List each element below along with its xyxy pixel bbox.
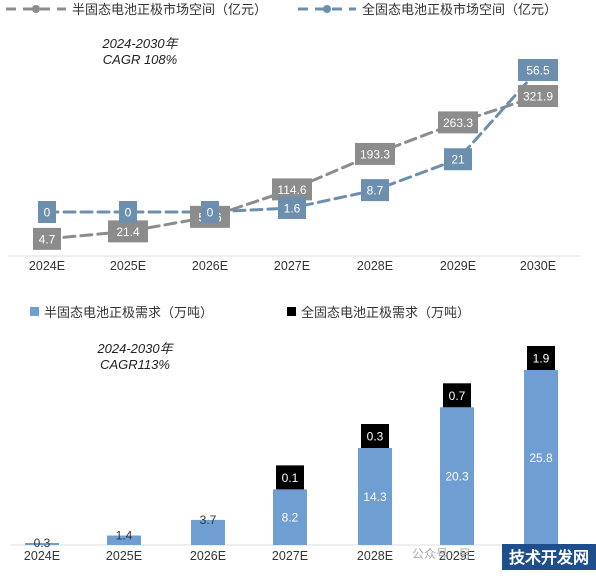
semi-demand-bar-2029E (440, 407, 474, 545)
x-tick-2028E: 2028E (357, 549, 393, 563)
all-market-value-2029E: 21 (451, 153, 465, 167)
x-tick-2030E: 2030E (520, 259, 556, 273)
all-market-label-box-2027E (278, 196, 306, 219)
all-market-value-2024E: 0 (44, 206, 51, 220)
legend-all-demand: 全固态电池正极需求（万吨） (287, 305, 470, 320)
all-market-label-box-2024E (38, 201, 56, 223)
watermark-brand-text: 技术开发网 (509, 548, 589, 567)
watermark-text: 公众号 · 另 (412, 547, 471, 561)
semi-market-label-box-2030E (518, 85, 558, 107)
x-tick-2026E: 2026E (190, 549, 226, 563)
semi-demand-bar-2026E (191, 519, 225, 545)
semi-market-value-2024E: 4.7 (39, 232, 56, 246)
watermark-brand-badge (502, 544, 596, 570)
all-demand-bar-2030E (527, 346, 555, 370)
x-tick-2027E: 2027E (272, 549, 308, 563)
legend-all-market-label: 全固态电池正极市场空间（亿元） (362, 2, 557, 17)
all-demand-value-2030E: 1.9 (533, 352, 550, 366)
cagr-annotation-line1: 2024-2030年 (96, 341, 174, 356)
semi-demand-bar-2024E (25, 542, 59, 545)
all-market-value-2025E: 0 (125, 206, 132, 220)
all-market-value-2026E: 0 (207, 206, 214, 220)
semi-market-label-box-2029E (438, 111, 478, 134)
all-demand-value-2029E: 0.7 (449, 389, 466, 403)
x-tick-2024E: 2024E (24, 549, 60, 563)
semi-demand-value-2024E: 0.3 (34, 536, 51, 550)
legend-semi-market: 半固态电池正极市场空间（亿元） (6, 2, 267, 17)
all-market-label-box-2026E (201, 201, 219, 223)
x-tick-2025E: 2025E (106, 549, 142, 563)
legend-semi-demand: 半固态电池正极需求（万吨） (30, 305, 213, 320)
all-market-value-2030E: 56.5 (526, 64, 550, 78)
all-market-label-box-2029E (444, 148, 472, 171)
semi-demand-bar-2028E (358, 448, 392, 545)
semi-demand-bar-2030E (524, 370, 558, 545)
x-tick-2028E: 2028E (357, 259, 393, 273)
all-demand-bar-2027E (276, 465, 304, 490)
legend-all-demand-label: 全固态电池正极需求（万吨） (301, 305, 470, 320)
all-market-label-box-2028E (361, 179, 389, 202)
all-market-label-box-2030E (518, 59, 558, 81)
semi-demand-value-2029E: 20.3 (445, 470, 469, 484)
all-demand-bar-2028E (361, 424, 389, 449)
market-space-line-chart: 半固态电池正极市场空间（亿元） 全固态电池正极市场空间（亿元） 2024-203… (6, 2, 580, 273)
x-tick-2027E: 2027E (274, 259, 310, 273)
semi-demand-value-2030E: 25.8 (529, 451, 553, 465)
semi-market-label-box-2025E (108, 220, 148, 243)
legend-all-market: 全固态电池正极市场空间（亿元） (298, 2, 557, 17)
semi-demand-value-2026E: 3.7 (200, 513, 217, 527)
semi-demand-bar-2027E (273, 489, 307, 545)
x-tick-2029E: 2029E (440, 259, 476, 273)
cagr-annotation-line2: CAGR 108% (103, 52, 177, 67)
all-market-value-2027E: 1.6 (284, 201, 301, 215)
x-tick-2024E: 2024E (29, 259, 65, 273)
all-market-value-2028E: 8.7 (367, 184, 384, 198)
semi-demand-value-2027E: 8.2 (282, 511, 299, 525)
semi-market-value-2030E: 321.9 (523, 90, 553, 104)
cagr-annotation-line1: 2024-2030年 (101, 36, 179, 51)
cagr-annotation-line2: CAGR113% (100, 357, 170, 372)
semi-market-label-box-2027E (272, 178, 312, 201)
semi-demand-value-2028E: 14.3 (363, 490, 387, 504)
legend-semi-market-label: 半固态电池正极市场空间（亿元） (72, 2, 267, 17)
semi-market-value-2025E: 21.4 (116, 225, 140, 239)
semi-demand-value-2025E: 1.4 (116, 529, 133, 543)
semi-market-label-box-2024E (33, 227, 61, 250)
all-demand-bar-2029E (443, 383, 471, 408)
legend-semi-demand-label: 半固态电池正极需求（万吨） (44, 305, 213, 320)
all-demand-value-2027E: 0.1 (282, 471, 299, 485)
all-market-label-box-2025E (119, 201, 137, 223)
all-demand-value-2028E: 0.3 (367, 430, 384, 444)
demand-bar-chart: 半固态电池正极需求（万吨） 全固态电池正极需求（万吨） 2024-2030年 C… (10, 305, 596, 570)
semi-market-value-2027E: 114.6 (277, 183, 306, 197)
x-tick-2029E: 2029E (439, 549, 475, 563)
x-tick-2026E: 2026E (192, 259, 228, 273)
semi-market-label-box-2028E (355, 142, 395, 165)
semi-market-value-2029E: 263.3 (443, 116, 473, 130)
x-tick-2025E: 2025E (110, 259, 146, 273)
semi-demand-bar-2025E (107, 535, 141, 545)
semi-market-value-2028E: 193.3 (360, 147, 390, 161)
watermark: 公众号 · 另 技术开发网 (412, 544, 596, 570)
